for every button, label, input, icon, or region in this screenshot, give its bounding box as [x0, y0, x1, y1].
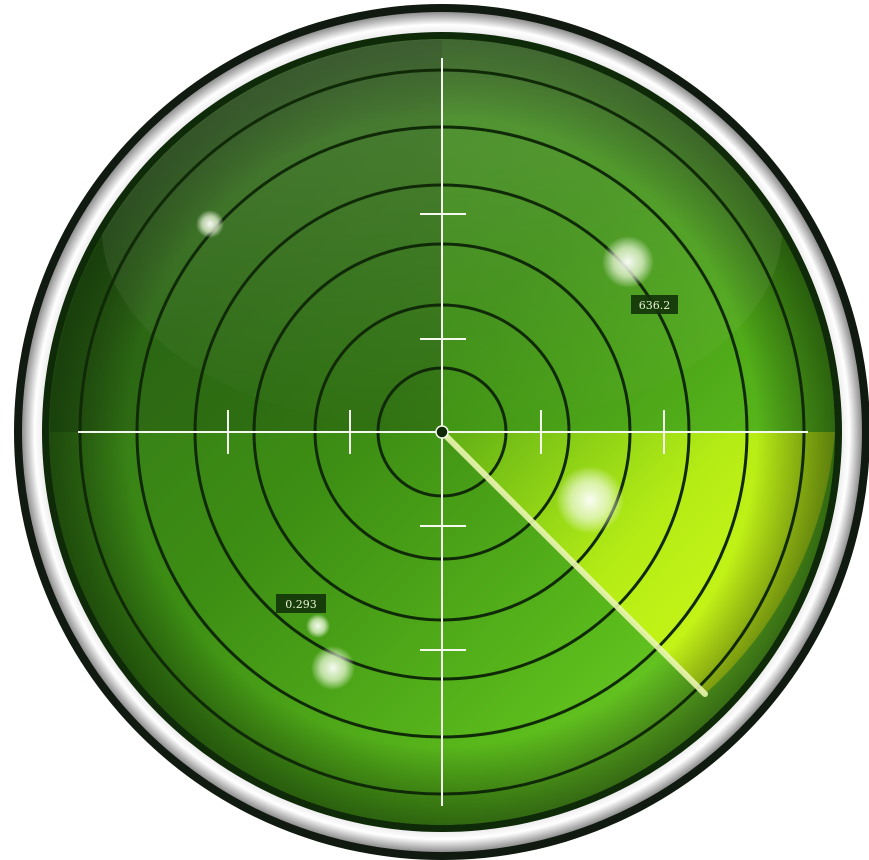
blip	[196, 210, 224, 238]
readout-tag-bg	[276, 594, 326, 613]
readout-tag-text: 0.293	[285, 598, 317, 611]
readout-tag-1: 636.2	[631, 295, 678, 314]
readout-tag-bg	[631, 295, 678, 314]
blip	[556, 466, 624, 534]
blip	[602, 236, 654, 288]
readout-tag-2: 0.293	[276, 594, 326, 613]
blips	[196, 210, 654, 690]
readout-tag-text: 636.2	[639, 299, 671, 312]
center-hub	[435, 425, 449, 439]
blip	[306, 614, 330, 638]
sweep-line	[439, 429, 708, 697]
blip	[311, 646, 355, 690]
